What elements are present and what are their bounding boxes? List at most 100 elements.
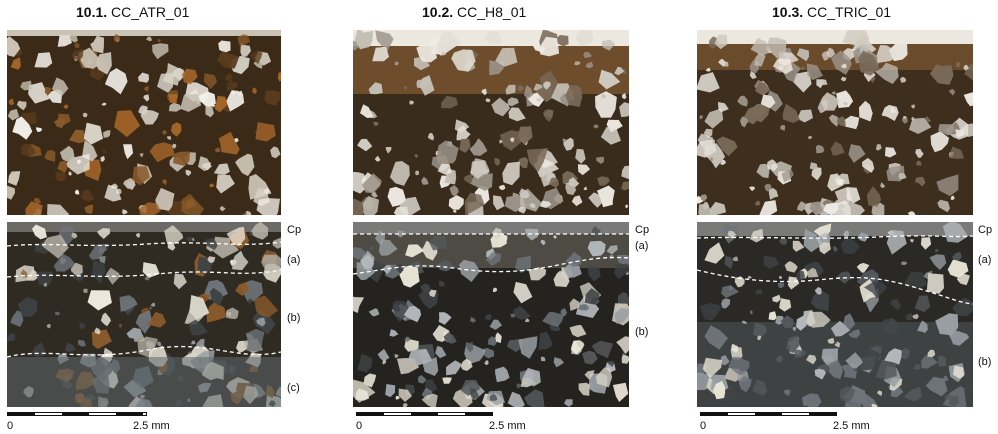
mineral-grain <box>819 242 831 255</box>
mineral-grain <box>51 77 69 96</box>
mineral-grain <box>802 393 822 407</box>
mineral-grain <box>912 314 919 320</box>
mineral-grain <box>459 138 471 153</box>
mineral-grain <box>495 366 510 383</box>
mineral-grain <box>614 307 629 324</box>
mineral-grain <box>189 295 210 320</box>
mineral-grain <box>485 98 491 103</box>
mineral-grain <box>197 256 212 275</box>
mineral-grain <box>203 73 218 89</box>
mineral-grain <box>453 209 457 213</box>
mineral-grain <box>362 173 382 194</box>
mineral-grain <box>775 355 783 363</box>
mineral-grain <box>717 102 729 113</box>
mineral-grain <box>697 72 720 93</box>
mineral-grain <box>950 195 955 201</box>
mineral-grain <box>830 320 851 337</box>
mineral-grain <box>777 282 785 289</box>
mineral-grain <box>219 205 226 212</box>
mineral-grain <box>926 273 944 294</box>
mineral-grain <box>68 171 72 176</box>
mineral-grain <box>357 138 373 152</box>
mineral-grain <box>414 56 431 71</box>
mineral-grain <box>861 393 879 407</box>
mineral-grain <box>510 313 516 318</box>
mineral-grain <box>389 161 410 186</box>
mineral-grain <box>185 236 193 242</box>
mineral-grain <box>470 387 480 400</box>
mineral-grain <box>437 47 447 56</box>
mineral-grain <box>704 143 726 169</box>
scale-bar: 0 2.5 mm <box>700 412 974 432</box>
mineral-grain <box>553 270 570 287</box>
xpl-micrograph-10-2 <box>353 222 629 407</box>
mineral-grain <box>763 255 780 269</box>
mineral-grain <box>83 122 104 145</box>
ppl-image <box>7 30 281 215</box>
mineral-grain <box>738 376 752 393</box>
mineral-grain <box>899 347 910 360</box>
mineral-grain <box>369 246 375 250</box>
mineral-grain <box>167 93 178 103</box>
mineral-grain <box>147 311 167 328</box>
mineral-grain <box>720 355 730 366</box>
mineral-grain <box>20 80 33 91</box>
panel-code: CC_TRIC_01 <box>807 4 892 20</box>
mineral-grain <box>565 85 583 107</box>
mineral-grain <box>607 360 615 368</box>
mineral-grain <box>709 36 719 49</box>
panel-title-10-1: 10.1. CC_ATR_01 <box>76 4 189 20</box>
mineral-grain <box>510 137 515 143</box>
mineral-grain <box>963 64 969 71</box>
mineral-grain <box>96 228 111 239</box>
mineral-grain <box>460 358 473 371</box>
mineral-grain <box>737 95 748 107</box>
mineral-grain <box>436 140 459 165</box>
mineral-grain <box>900 76 906 83</box>
mineral-grain <box>385 384 396 398</box>
mineral-grain <box>91 260 106 284</box>
mineral-grain <box>436 30 462 54</box>
mineral-grain <box>752 104 770 123</box>
mineral-grain <box>914 364 921 370</box>
mineral-grain <box>167 136 172 140</box>
mineral-grain <box>713 380 726 400</box>
mineral-grain <box>264 187 270 194</box>
mineral-grain <box>614 66 625 76</box>
mineral-grain <box>132 166 150 186</box>
mineral-grain <box>227 82 239 92</box>
mineral-grain <box>731 343 739 353</box>
mineral-grain <box>820 92 840 111</box>
ppl-image <box>353 30 629 215</box>
mineral-grain <box>740 116 748 128</box>
mineral-grain <box>759 200 778 215</box>
scale-end: 2.5 mm <box>133 420 170 432</box>
mineral-grain <box>562 138 567 142</box>
mineral-grain <box>613 263 629 279</box>
mineral-grain <box>536 98 542 102</box>
mineral-grain <box>543 109 554 118</box>
mineral-grain <box>394 354 399 358</box>
mineral-grain <box>373 121 379 126</box>
mineral-grain <box>140 109 159 125</box>
mineral-grain <box>100 312 111 327</box>
mineral-grain <box>845 352 863 369</box>
mineral-grain <box>699 302 722 321</box>
mineral-grain <box>393 206 409 215</box>
mineral-grain <box>952 297 973 317</box>
mineral-grain <box>17 296 38 317</box>
mineral-grain <box>226 90 245 112</box>
mineral-grain <box>823 202 839 215</box>
mineral-grain <box>778 275 782 279</box>
mineral-grain <box>697 133 713 151</box>
mineral-grain <box>872 393 878 399</box>
mineral-grain <box>36 127 42 132</box>
mineral-grain <box>485 30 502 44</box>
mineral-grain <box>232 250 249 271</box>
mineral-grain <box>395 263 404 274</box>
mineral-grain <box>699 114 704 120</box>
mineral-grain <box>944 394 954 401</box>
mineral-grain <box>915 160 922 166</box>
mineral-grain <box>357 353 373 373</box>
mineral-grain <box>595 91 617 118</box>
